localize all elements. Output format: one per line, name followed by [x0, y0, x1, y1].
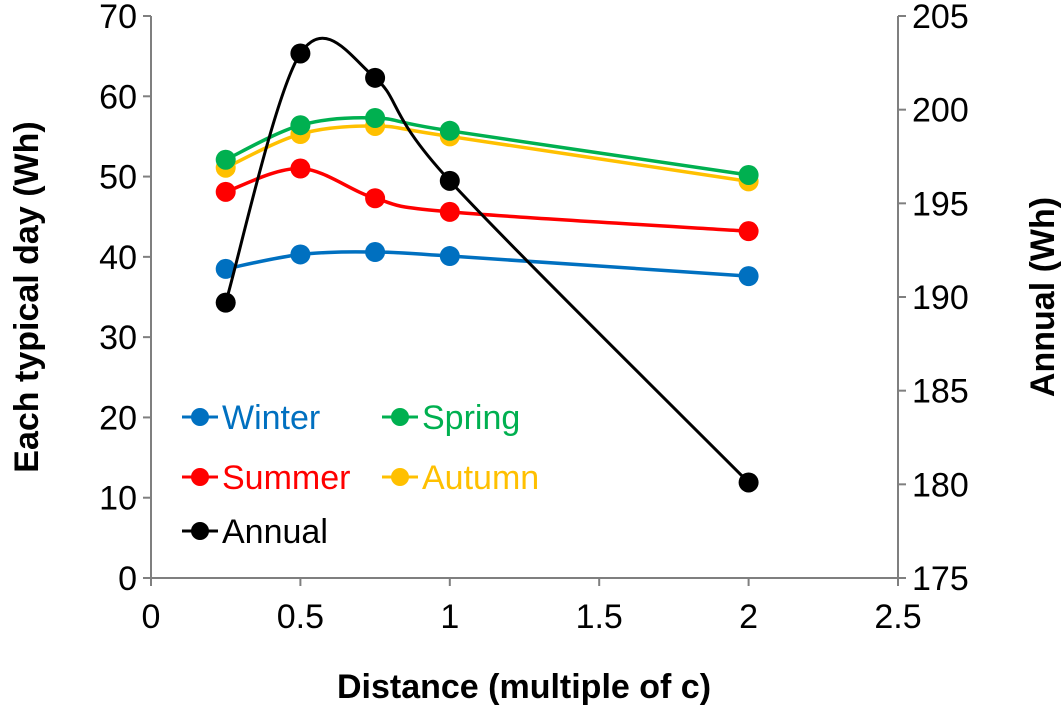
- data-point-spring: [738, 164, 759, 185]
- y-tick-label: 30: [99, 319, 137, 357]
- x-tick-label: 2: [739, 598, 758, 636]
- legend-marker-annual: [191, 522, 209, 540]
- x-tick-label: 1: [440, 598, 459, 636]
- legend-label-spring: Spring: [422, 399, 520, 437]
- data-point-winter: [439, 246, 460, 267]
- data-point-summer: [738, 221, 759, 242]
- data-point-annual: [290, 43, 311, 64]
- data-point-annual: [439, 170, 460, 191]
- y-tick-label: 0: [118, 560, 137, 598]
- series-lines: [215, 36, 759, 493]
- y-tick-label: 70: [99, 0, 137, 36]
- legend-marker-autumn: [391, 468, 409, 486]
- series-line-autumn: [224, 124, 749, 184]
- data-point-winter: [290, 244, 311, 265]
- x-tick-label: 0: [142, 598, 161, 636]
- y2-tick-label: 180: [912, 466, 969, 504]
- data-point-spring: [215, 149, 236, 170]
- data-point-summer: [290, 158, 311, 179]
- legend-label-winter: Winter: [222, 399, 320, 437]
- y2-tick-label: 205: [912, 0, 969, 36]
- legend-marker-summer: [191, 468, 209, 486]
- y2-tick-label: 200: [912, 92, 969, 130]
- legend-label-summer: Summer: [222, 459, 350, 497]
- series-line-spring: [224, 115, 749, 177]
- y-tick-label: 50: [99, 159, 137, 197]
- data-point-summer: [215, 181, 236, 202]
- legend-marker-winter: [191, 408, 209, 426]
- y-tick-label: 60: [99, 78, 137, 116]
- x-axis-label: Distance (multiple of c): [337, 668, 711, 706]
- y2-tick-label: 195: [912, 185, 969, 223]
- data-point-winter: [365, 242, 386, 263]
- data-point-summer: [439, 201, 460, 222]
- data-point-annual: [215, 292, 236, 313]
- y-tick-label: 20: [99, 399, 137, 437]
- data-point-winter: [215, 258, 236, 279]
- legend: Winter Spring Summer Autumn Annual: [182, 399, 539, 551]
- data-point-summer: [365, 188, 386, 209]
- data-point-annual: [738, 472, 759, 493]
- data-point-spring: [290, 115, 311, 136]
- x-tick-label: 1.5: [576, 598, 623, 636]
- legend-marker-spring: [391, 408, 409, 426]
- x-tick-label: 0.5: [277, 598, 324, 636]
- y2-tick-label: 190: [912, 279, 969, 317]
- legend-label-annual: Annual: [222, 513, 328, 551]
- y-axis-label: Each typical day (Wh): [8, 121, 46, 472]
- data-point-annual: [365, 67, 386, 88]
- data-point-winter: [738, 266, 759, 287]
- axes: 0 0.5 1 1.5 2 2.5 0 10 20 30 40 50 60 70 175 180 185 190 1…: [99, 0, 969, 636]
- y-tick-label: 10: [99, 480, 137, 518]
- y2-axis-label: Annual (Wh): [1024, 197, 1062, 397]
- data-point-spring: [365, 107, 386, 128]
- x-tick-label: 2.5: [874, 598, 921, 636]
- y2-tick-label: 185: [912, 373, 969, 411]
- y2-tick-label: 175: [912, 560, 969, 598]
- legend-label-autumn: Autumn: [422, 459, 539, 497]
- data-point-spring: [439, 120, 460, 141]
- y-tick-label: 40: [99, 239, 137, 277]
